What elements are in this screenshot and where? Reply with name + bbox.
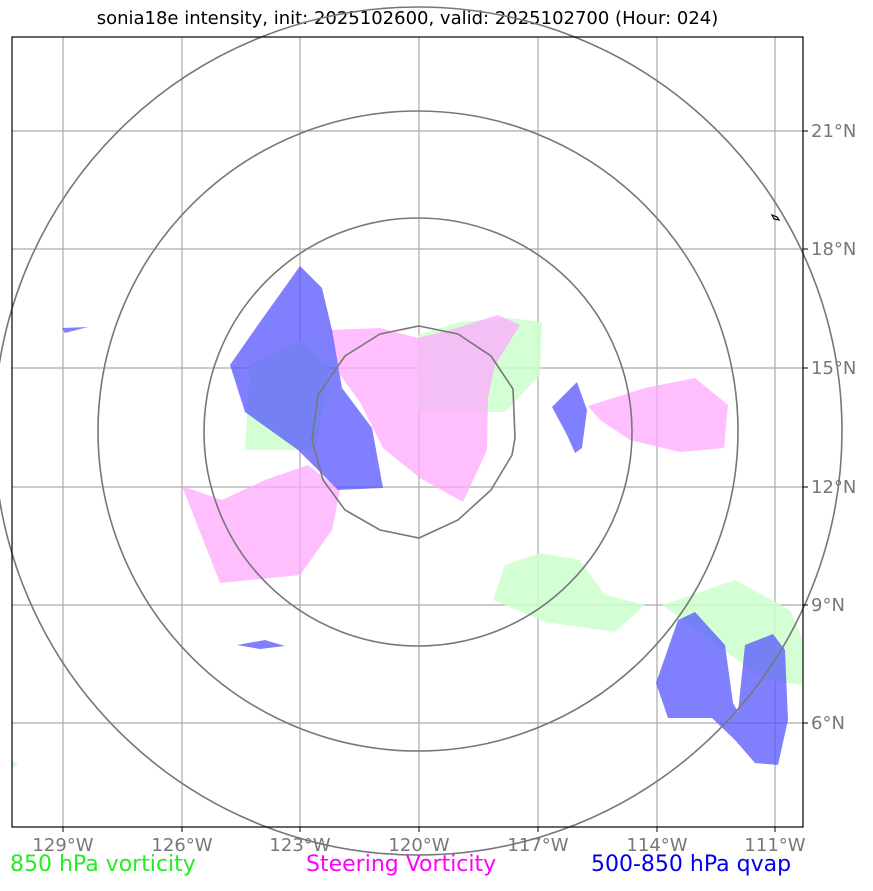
- map-title: sonia18e intensity, init: 2025102600, va…: [96, 8, 719, 29]
- qvap-patch: [237, 640, 285, 649]
- legend-steering-vorticity: Steering Vorticity: [306, 852, 497, 877]
- qvap-layer: [62, 266, 788, 765]
- lat-label: 15°N: [811, 358, 856, 379]
- lat-label: 12°N: [811, 477, 856, 498]
- qvap-patch: [62, 327, 88, 333]
- range-ring-2: [203, 217, 633, 647]
- range-rings: [0, 6, 843, 856]
- lon-label: 117°W: [507, 835, 568, 856]
- steering-vorticity-patch: [588, 378, 728, 452]
- lat-labels: 21°N 18°N 15°N 12°N 9°N 6°N: [811, 121, 856, 734]
- steering-vorticity-patch: [182, 465, 340, 583]
- coastline-fragment: [770, 213, 781, 221]
- lat-label: 9°N: [811, 595, 845, 616]
- lon-label: 114°W: [626, 835, 687, 856]
- lat-label: 21°N: [811, 121, 856, 142]
- qvap-patch: [230, 266, 383, 490]
- steering-vorticity-layer: [182, 315, 728, 583]
- qvap-patch: [656, 612, 788, 765]
- lat-label: 18°N: [811, 239, 856, 260]
- plot-frame: [11, 36, 804, 828]
- lat-label: 6°N: [811, 713, 845, 734]
- tick-marks: [62, 130, 808, 832]
- range-ring-4: [0, 6, 843, 856]
- legend-qvap: 500-850 hPa qvap: [591, 852, 792, 877]
- lon-labels: 129°W 126°W 123°W 120°W 117°W 114°W 111°…: [32, 835, 805, 856]
- lon-label: 111°W: [744, 835, 805, 856]
- steering-vorticity-patch: [330, 315, 520, 502]
- lon-label: 123°W: [269, 835, 330, 856]
- vorticity-850-patch: [493, 553, 645, 632]
- legend-850-vorticity: 850 hPa vorticity: [10, 852, 196, 877]
- range-ring-3: [97, 110, 739, 752]
- lon-label: 126°W: [151, 835, 212, 856]
- qvap-patch: [552, 382, 587, 453]
- lon-label: 129°W: [32, 835, 93, 856]
- lon-label: 120°W: [388, 835, 449, 856]
- vorticity-850-patch: [12, 760, 18, 768]
- range-ring-inner: [311, 325, 516, 539]
